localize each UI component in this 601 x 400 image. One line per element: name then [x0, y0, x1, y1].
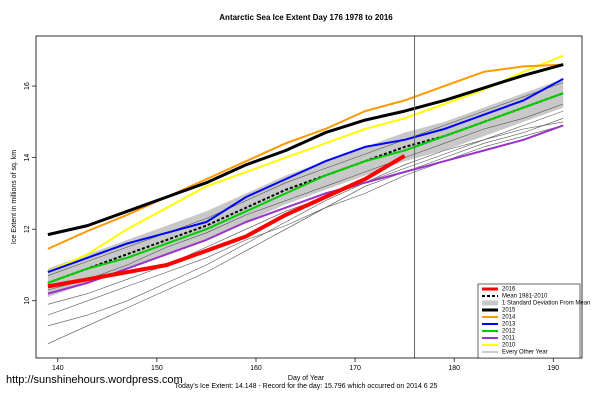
- legend-label: 2013: [502, 322, 516, 328]
- x-tick-label: 150: [151, 365, 163, 372]
- plot: [47, 54, 564, 344]
- watermark: http://sunshinehours.wordpress.com: [6, 374, 183, 386]
- legend-swatch: [482, 300, 498, 306]
- y-axis-label: Ice Extent in millions of sq. km: [11, 150, 18, 244]
- other-year-line: [47, 82, 564, 276]
- x-tick-label: 160: [250, 365, 262, 372]
- series-line: [47, 154, 406, 289]
- chart-title: Antarctic Sea Ice Extent Day 176 1978 to…: [219, 13, 393, 22]
- y-tick-label: 14: [24, 154, 31, 162]
- legend-label: 2010: [502, 343, 516, 349]
- other-year-line: [47, 121, 564, 327]
- legend-label: 2011: [502, 336, 516, 342]
- x-tick-label: 170: [349, 365, 361, 372]
- x-tick-label: 190: [547, 365, 559, 372]
- x-axis-label: Day of Year: [288, 375, 325, 382]
- legend-label: 1 Standard Deviation From Mean: [502, 301, 590, 307]
- series-line: [47, 92, 564, 284]
- x-tick-label: 180: [448, 365, 460, 372]
- series-line: [47, 78, 564, 274]
- series-line: [47, 63, 564, 237]
- legend-label: 2015: [502, 308, 516, 314]
- legend-label: 2014: [502, 315, 516, 321]
- series-line: [47, 124, 564, 295]
- y-tick-label: 10: [24, 297, 31, 305]
- std-band: [47, 78, 564, 298]
- other-year-line: [47, 125, 564, 316]
- other-year-line: [47, 103, 564, 291]
- legend-label: Mean 1981-2010: [502, 294, 548, 300]
- series-line: [47, 63, 564, 250]
- x-tick-label: 140: [52, 365, 64, 372]
- series-line: [47, 92, 564, 284]
- footer: Today's Ice Extent: 14.148 - Record for …: [175, 383, 438, 390]
- y-tick-label: 16: [24, 82, 31, 90]
- other-year-line: [47, 118, 564, 344]
- series-line: [47, 54, 564, 274]
- legend-label: 2012: [502, 329, 516, 335]
- y-tick-label: 12: [24, 225, 31, 233]
- legend-label: Every Other Year: [502, 350, 548, 356]
- legend-label: 2016: [502, 287, 516, 293]
- plot-frame: [35, 35, 583, 359]
